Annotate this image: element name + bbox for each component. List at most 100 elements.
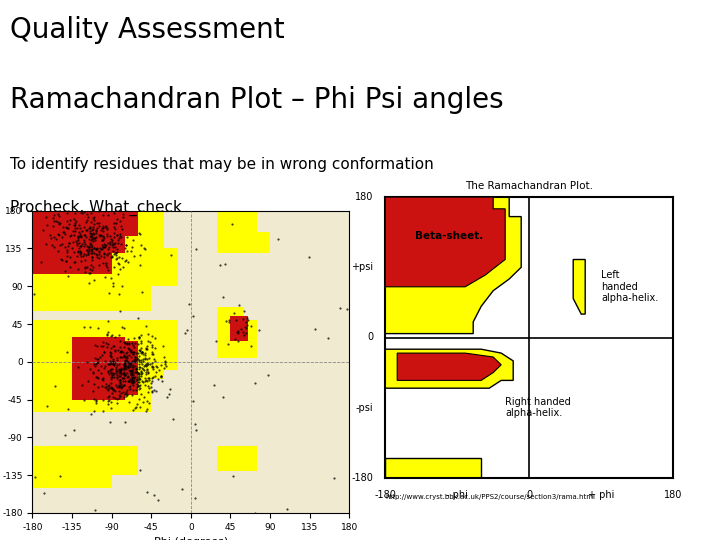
Point bbox=[85, 233, 96, 242]
Point bbox=[72, 232, 84, 240]
Point bbox=[122, 258, 134, 266]
Point bbox=[84, 364, 96, 373]
Point bbox=[140, 375, 151, 384]
Point bbox=[139, 353, 150, 362]
Text: +psi: +psi bbox=[351, 262, 373, 272]
Point bbox=[62, 209, 73, 218]
Point bbox=[123, 363, 135, 372]
Text: Procheck, What_check: Procheck, What_check bbox=[10, 200, 182, 216]
Point bbox=[62, 241, 73, 250]
Point bbox=[102, 266, 114, 274]
Point bbox=[113, 260, 125, 268]
Point bbox=[103, 367, 114, 375]
Point bbox=[87, 200, 99, 209]
Point bbox=[125, 359, 136, 367]
Point bbox=[96, 224, 108, 232]
Point bbox=[113, 368, 125, 377]
Point bbox=[137, 350, 148, 359]
Point bbox=[106, 369, 117, 377]
Point bbox=[127, 365, 139, 374]
Point bbox=[109, 225, 120, 233]
Point bbox=[125, 366, 137, 375]
Point bbox=[48, 217, 60, 226]
Point bbox=[125, 369, 137, 378]
Point bbox=[63, 220, 74, 229]
Point bbox=[96, 245, 107, 254]
Point bbox=[136, 288, 148, 297]
Point bbox=[91, 227, 102, 235]
Point bbox=[133, 372, 145, 381]
Point bbox=[148, 373, 159, 381]
Point bbox=[133, 355, 145, 364]
Point bbox=[120, 257, 131, 266]
Point bbox=[109, 394, 121, 402]
Point bbox=[156, 372, 167, 380]
Point bbox=[133, 374, 145, 383]
Point bbox=[111, 367, 122, 376]
Point bbox=[56, 256, 68, 265]
Point bbox=[105, 383, 117, 392]
Point bbox=[135, 261, 146, 269]
Point bbox=[119, 390, 130, 399]
Point bbox=[85, 248, 96, 257]
Point bbox=[108, 341, 120, 350]
Point bbox=[119, 360, 130, 368]
Point bbox=[122, 369, 133, 377]
Point bbox=[135, 230, 146, 238]
Point bbox=[138, 355, 149, 364]
Polygon shape bbox=[32, 211, 178, 303]
Point bbox=[110, 369, 122, 377]
Point bbox=[138, 365, 149, 374]
Point bbox=[117, 322, 128, 331]
Point bbox=[127, 377, 138, 386]
Point bbox=[92, 374, 104, 382]
Point bbox=[102, 386, 114, 394]
Point bbox=[72, 246, 84, 255]
Point bbox=[146, 374, 158, 382]
Point bbox=[122, 363, 134, 372]
Point bbox=[125, 348, 137, 356]
Point bbox=[117, 369, 128, 377]
Polygon shape bbox=[217, 307, 257, 357]
Polygon shape bbox=[32, 211, 138, 274]
Point bbox=[90, 250, 102, 259]
Point bbox=[57, 228, 68, 237]
Point bbox=[94, 246, 105, 255]
Point bbox=[134, 465, 145, 474]
Point bbox=[120, 370, 131, 379]
Point bbox=[113, 387, 125, 396]
Point bbox=[72, 248, 84, 256]
Point bbox=[94, 244, 105, 253]
Point bbox=[135, 368, 147, 376]
Point bbox=[113, 360, 125, 368]
Point bbox=[62, 224, 73, 233]
Text: + phi: + phi bbox=[588, 490, 614, 500]
Point bbox=[81, 226, 93, 234]
Point bbox=[148, 491, 160, 500]
Point bbox=[142, 405, 153, 414]
Point bbox=[158, 363, 170, 372]
Point bbox=[109, 239, 121, 247]
Point bbox=[102, 327, 113, 336]
Point bbox=[91, 373, 103, 382]
Point bbox=[79, 268, 91, 276]
Point bbox=[76, 227, 87, 235]
Point bbox=[84, 240, 95, 249]
Point bbox=[131, 374, 143, 383]
Point bbox=[89, 362, 101, 370]
Point bbox=[107, 357, 119, 366]
Point bbox=[334, 303, 346, 312]
Polygon shape bbox=[72, 336, 138, 400]
Point bbox=[99, 253, 110, 261]
Point bbox=[110, 251, 122, 260]
Text: -psi: -psi bbox=[356, 403, 373, 413]
Point bbox=[118, 365, 130, 374]
Point bbox=[119, 339, 130, 348]
Point bbox=[122, 373, 134, 382]
Point bbox=[84, 238, 96, 247]
Point bbox=[94, 219, 105, 227]
Point bbox=[112, 373, 123, 382]
Point bbox=[105, 403, 117, 412]
Point bbox=[87, 214, 99, 222]
Point bbox=[60, 431, 71, 440]
